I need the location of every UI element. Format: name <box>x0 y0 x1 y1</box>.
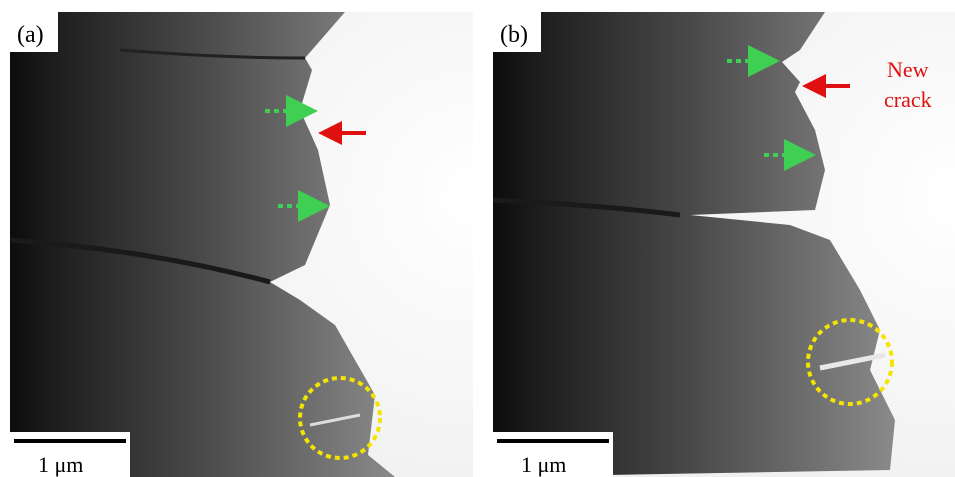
panel-label: (b) <box>500 22 528 48</box>
scale-label: 1 μm <box>521 452 566 477</box>
panel-b: New crack (b) 1 μm <box>493 12 955 477</box>
scale-label: 1 μm <box>38 452 83 477</box>
panel-a: (a) 1 μm <box>10 12 473 477</box>
annotation: New <box>887 57 929 82</box>
panel-label: (a) <box>17 22 44 48</box>
figure: (a) 1 μm New crack (b) 1 μm <box>0 0 955 477</box>
annotation: crack <box>884 87 932 112</box>
